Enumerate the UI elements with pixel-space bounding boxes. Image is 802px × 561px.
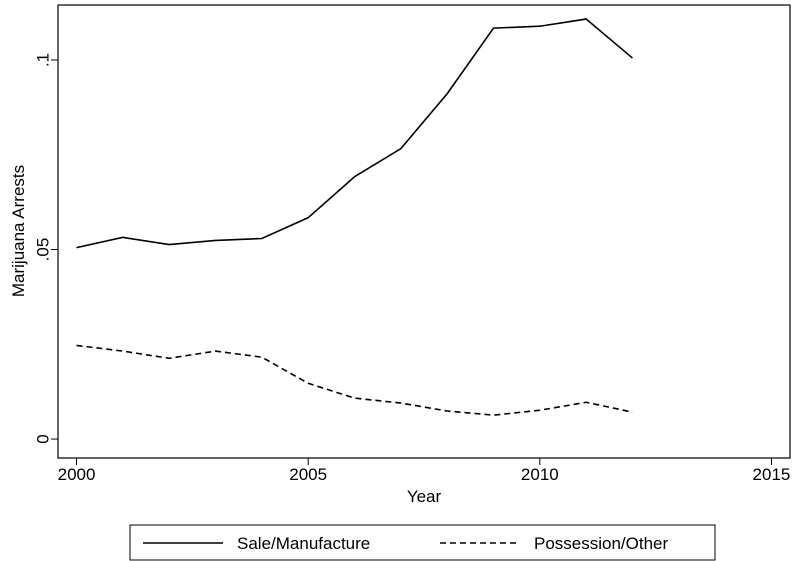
data-line <box>76 18 633 249</box>
y-tick-label: .05 <box>33 238 52 262</box>
x-tick-label: 2015 <box>753 465 791 484</box>
y-tick-label: 0 <box>33 434 52 443</box>
x-tick-label: 2005 <box>289 465 327 484</box>
x-tick-label: 2000 <box>58 465 96 484</box>
data-line <box>76 344 633 416</box>
y-tick-label: .1 <box>33 53 52 67</box>
legend-box <box>129 524 716 561</box>
legend-label: Sale/Manufacture <box>237 534 370 553</box>
x-tick-label: 2010 <box>521 465 559 484</box>
legend-label: Possession/Other <box>534 534 669 553</box>
plot-frame <box>57 4 791 459</box>
x-axis-label: Year <box>407 487 442 506</box>
y-axis-label: Marijuana Arrests <box>9 165 28 297</box>
